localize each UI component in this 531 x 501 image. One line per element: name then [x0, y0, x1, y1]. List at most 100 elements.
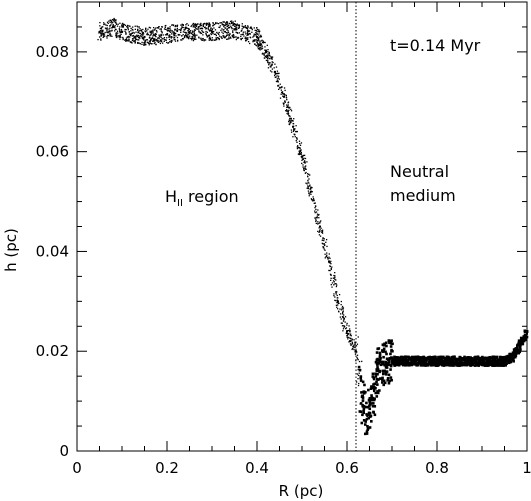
data-point: [208, 39, 210, 41]
data-point: [244, 25, 247, 27]
data-point: [284, 89, 286, 92]
data-point: [363, 432, 367, 436]
data-point: [145, 28, 147, 31]
data-point: [333, 274, 335, 277]
data-point: [134, 35, 136, 38]
data-point: [109, 25, 111, 27]
data-point: [296, 138, 298, 140]
data-point: [199, 23, 201, 25]
data-point: [293, 118, 295, 120]
axis-ticks: 0 0.2 0.4 0.6 0.8 100.020.040.060.08: [36, 1, 531, 477]
data-point: [203, 23, 205, 25]
data-point: [201, 31, 204, 33]
data-point: [290, 120, 292, 122]
data-point: [362, 409, 365, 413]
data-point: [328, 253, 330, 255]
data-point: [226, 32, 228, 34]
data-point: [119, 34, 121, 36]
data-point: [302, 166, 304, 168]
data-point: [351, 343, 353, 345]
data-point: [314, 210, 316, 212]
data-point: [477, 362, 481, 366]
data-point: [524, 334, 527, 338]
data-point: [354, 343, 356, 346]
data-point: [138, 42, 140, 44]
data-point: [224, 27, 226, 29]
data-point: [305, 168, 307, 170]
data-point: [264, 49, 266, 51]
data-point: [124, 39, 126, 41]
data-point: [335, 279, 337, 281]
data-point: [232, 33, 234, 36]
data-point: [322, 246, 324, 248]
data-point: [267, 53, 269, 55]
data-point: [168, 36, 170, 38]
data-point: [317, 209, 319, 211]
data-point: [434, 361, 438, 364]
data-point: [114, 21, 117, 24]
data-point: [333, 294, 335, 297]
data-point: [167, 42, 170, 44]
data-point: [174, 28, 176, 30]
data-point: [357, 374, 360, 377]
data-point: [296, 130, 298, 133]
data-point: [458, 355, 462, 359]
data-point: [367, 413, 371, 417]
data-point: [199, 31, 202, 33]
data-point: [191, 24, 193, 27]
data-point: [346, 324, 348, 326]
data-point: [361, 403, 364, 407]
data-point: [121, 26, 123, 28]
data-point: [333, 284, 335, 286]
data-point: [100, 35, 102, 37]
data-point: [171, 30, 173, 32]
data-point: [520, 337, 524, 340]
data-point: [226, 38, 228, 40]
data-point: [122, 23, 125, 26]
data-point: [284, 101, 286, 104]
data-point: [141, 41, 143, 44]
data-point: [232, 23, 235, 25]
data-point: [233, 24, 235, 26]
data-point: [402, 362, 405, 366]
data-point: [144, 41, 146, 43]
data-point: [301, 157, 303, 159]
data-point: [166, 33, 168, 36]
data-point: [110, 34, 112, 36]
data-point: [309, 174, 311, 176]
data-point: [210, 28, 212, 30]
data-point: [122, 26, 124, 28]
data-point: [354, 353, 357, 355]
data-point: [256, 32, 258, 34]
data-point: [397, 363, 401, 367]
data-point: [288, 109, 290, 111]
data-point: [303, 161, 305, 163]
data-point: [299, 147, 301, 150]
data-point: [341, 305, 344, 308]
data-point: [176, 29, 178, 31]
data-point: [378, 360, 382, 364]
data-point: [381, 349, 384, 352]
data-point: [418, 358, 422, 362]
data-point: [137, 28, 139, 30]
data-point: [116, 30, 119, 32]
data-point: [106, 24, 108, 27]
data-point: [192, 23, 194, 25]
data-point: [106, 34, 109, 37]
data-point: [119, 31, 121, 34]
data-point: [256, 37, 258, 39]
data-point: [118, 36, 120, 38]
data-point: [148, 36, 151, 38]
data-point: [427, 360, 431, 364]
data-point: [466, 358, 470, 362]
data-point: [376, 363, 379, 366]
data-point: [276, 72, 278, 75]
data-point: [299, 143, 301, 145]
data-point: [213, 30, 215, 33]
data-point: [185, 33, 187, 35]
data-point: [357, 384, 360, 387]
data-point: [252, 36, 254, 38]
data-point: [277, 81, 279, 83]
data-point: [493, 364, 496, 367]
data-point: [282, 103, 285, 105]
